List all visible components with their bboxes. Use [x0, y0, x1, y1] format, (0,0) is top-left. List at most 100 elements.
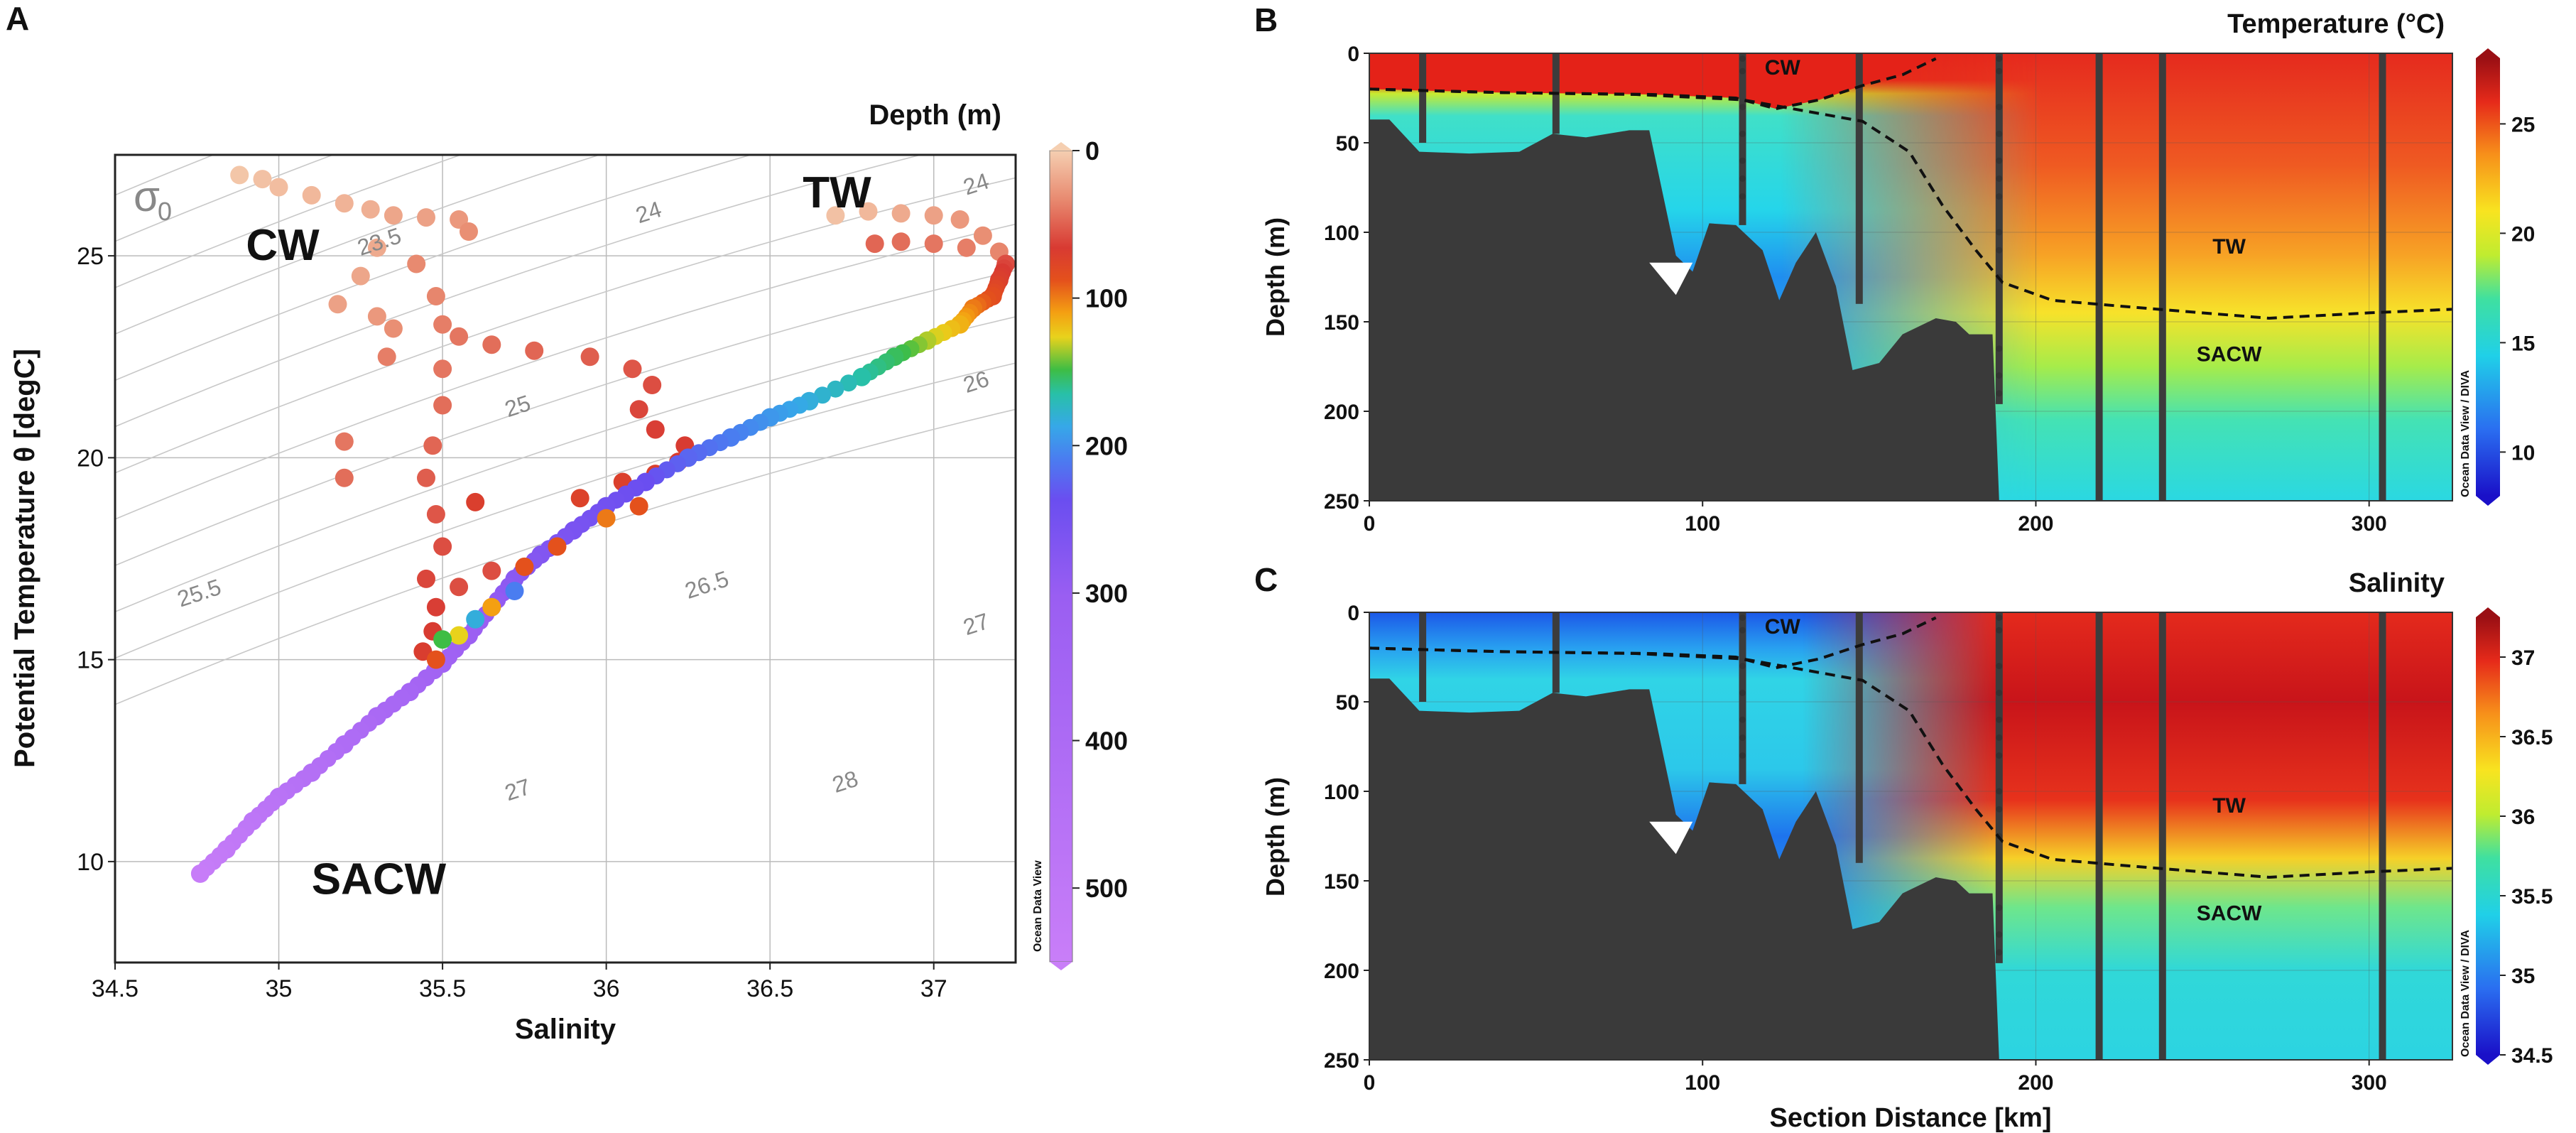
- y-tick-label: 20: [77, 445, 104, 472]
- colorbar-tick-label: 36.5: [2511, 726, 2553, 749]
- sample-dot: [1996, 67, 2003, 75]
- ts-point: [505, 582, 524, 600]
- grid-a: [114, 155, 1016, 963]
- ts-point: [190, 864, 210, 883]
- ts-point: [269, 178, 288, 197]
- y-tick-label: 0: [1347, 602, 1359, 625]
- bathymetry: [1369, 119, 1999, 501]
- ts-point: [328, 295, 347, 314]
- ts-point: [826, 206, 845, 225]
- depth-colorbar: [1049, 150, 1073, 963]
- ts-point: [827, 380, 844, 398]
- sample-dot: [1996, 689, 2003, 696]
- colorbar-tick-label: 36: [2511, 806, 2535, 829]
- colorbar-tick-label: 300: [1085, 579, 1128, 608]
- sigma-symbol: σ: [134, 173, 160, 220]
- colorbar-tick-label: 200: [1085, 431, 1128, 460]
- x-tick-label: 300: [2352, 512, 2387, 536]
- station-cast: [2158, 612, 2166, 1060]
- plot-frame-c: [1369, 612, 2453, 1061]
- panel-letter-c: C: [1254, 561, 1278, 598]
- ts-point: [423, 436, 442, 455]
- ts-point: [417, 208, 435, 227]
- water-mass-label: TW: [2212, 235, 2246, 259]
- sample-dot: [1996, 229, 2003, 236]
- colorbar-tick-label: 25: [2511, 113, 2535, 136]
- isopycnal-line: [50, 0, 1098, 177]
- ts-point: [623, 359, 642, 379]
- x-tick-label: 0: [1364, 1071, 1376, 1095]
- isopycnal-line: [50, 0, 1098, 84]
- y-tick-label: 50: [1336, 691, 1359, 715]
- plot-frame-a: [114, 153, 1017, 964]
- ts-point: [417, 569, 435, 588]
- ts-point: [384, 206, 403, 225]
- plot-area-a: [115, 155, 1016, 963]
- colorbar-tick-label: 15: [2511, 332, 2535, 355]
- station-cast: [1419, 612, 1427, 702]
- sample-dot: [1996, 788, 2003, 795]
- water-mass-label: TW: [2212, 794, 2246, 818]
- panel-b: B Temperature (°C) CW TW SACW 0 100 200 300 0 5…: [1254, 1, 2535, 536]
- ts-point: [859, 202, 878, 221]
- colorbar-tick-label: 500: [1085, 874, 1128, 903]
- sample-dot: [1739, 157, 1746, 164]
- ts-point: [629, 400, 648, 419]
- colorbar-tick-label: 34.5: [2511, 1044, 2553, 1068]
- sample-dot: [1996, 931, 2003, 938]
- colorbar-tick-label: 100: [1085, 284, 1128, 313]
- salinity-colorbar: [2476, 617, 2500, 1055]
- station-cast: [1739, 612, 1746, 784]
- temperature-colorbar-ticks: 10 15 20 25: [2500, 113, 2535, 465]
- salinity-colorbar-bottom-cap: [2476, 1055, 2500, 1065]
- ts-point: [515, 557, 534, 576]
- sample-dot: [1996, 734, 2003, 741]
- isopycnal-line: [115, 155, 923, 428]
- panel-c: C Salinity CW TW SACW 0 100 200 300 0 50 100 150 2…: [1254, 561, 2553, 1133]
- station-cast: [2095, 53, 2103, 501]
- water-mass-labels-b: CW TW SACW: [1765, 56, 2262, 366]
- ts-point: [482, 597, 501, 617]
- x-tick-label: 100: [1685, 512, 1720, 536]
- salinity-colorbar-ticks: 34.5 35 35.5 36 36.5 37: [2500, 646, 2553, 1068]
- sample-dot: [1739, 104, 1746, 111]
- station-cast: [2379, 612, 2386, 1060]
- ts-point: [335, 194, 354, 213]
- sample-dot: [1739, 689, 1746, 696]
- colorbar-tick-label: 10: [2511, 441, 2535, 465]
- temperature-field: [1369, 53, 2452, 501]
- ts-point: [629, 497, 648, 516]
- y-tick-label: 150: [1324, 870, 1359, 894]
- colorbar-tick-label: 37: [2511, 646, 2535, 670]
- water-mass-label: SACW: [2197, 901, 2262, 925]
- ts-point: [361, 200, 380, 219]
- sample-dot: [1996, 246, 2003, 254]
- y-tick-label: 15: [77, 647, 104, 674]
- isopycnal-line: [115, 223, 1016, 520]
- water-mass-boundary: [1369, 87, 2452, 320]
- sample-dot: [1996, 716, 2003, 723]
- depth-colorbar-top-cap: [1050, 142, 1072, 151]
- ts-point: [351, 266, 370, 286]
- sample-dot: [1996, 627, 2003, 634]
- temperature-colorbar-top-cap: [2476, 48, 2500, 58]
- sigma-subscript: 0: [158, 197, 172, 226]
- sample-dot: [1996, 949, 2003, 956]
- isopycnal-line: [50, 0, 1098, 38]
- sample-dot: [1996, 752, 2003, 759]
- ts-point: [865, 234, 884, 254]
- isopycnal-line: [115, 269, 1016, 566]
- section-overlay-c: [1369, 612, 2452, 1060]
- depth-colorbar-title: Depth (m): [869, 99, 1001, 131]
- ts-point: [460, 222, 478, 241]
- sample-dot: [1739, 130, 1746, 137]
- ts-point: [426, 597, 445, 617]
- odv-credit-c: Ocean Data View / DIVA: [2460, 930, 2472, 1057]
- odv-credit-b: Ocean Data View / DIVA: [2460, 370, 2472, 497]
- y-tick-label: 250: [1324, 490, 1359, 514]
- axis-ticks-a: 34.5 35 35.5 36 36.5 37 10 15 20 25: [77, 243, 947, 1002]
- ts-point: [525, 341, 544, 360]
- y-tick-label: 0: [1347, 43, 1359, 66]
- x-tick-label: 34.5: [92, 975, 138, 1002]
